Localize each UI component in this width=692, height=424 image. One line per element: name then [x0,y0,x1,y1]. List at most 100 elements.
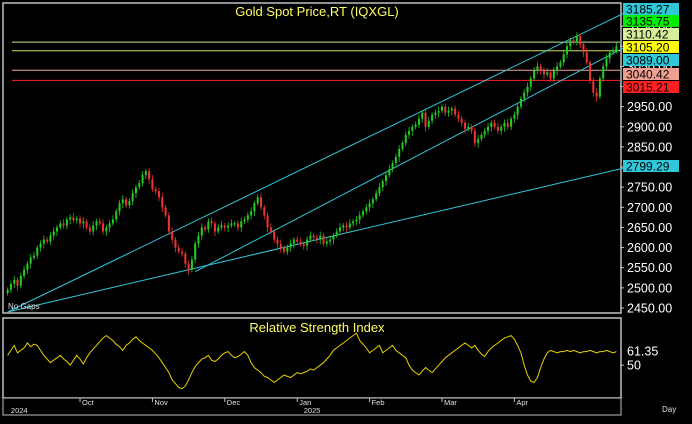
candle-body-162 [539,66,542,71]
candle-body-149 [496,126,499,131]
candle-body-39 [134,187,137,194]
price-tag-box-1 [623,15,679,27]
candle-body-131 [437,110,440,113]
candle-body-102 [342,225,345,228]
month-label-6: Apr [516,398,528,407]
chart-title: Gold Spot Price,RT (IQXGL) [235,4,399,19]
candle-body-165 [549,72,552,79]
rsi-tick-label-0: 50 [627,359,641,373]
candle-body-55 [187,263,190,270]
candle-body-169 [562,54,565,63]
candle-body-68 [230,223,233,226]
candle-body-23 [82,221,85,224]
price-tag-label-1: 3135.75 [626,15,670,29]
price-tick-label-1: 2500.00 [627,281,672,295]
candle-body-181 [602,66,605,79]
price-tick-label-9: 2900.00 [627,120,672,134]
candle-body-77 [259,197,263,208]
candle-body-176 [585,52,588,63]
candle-body-108 [361,211,365,216]
candle-body-105 [352,221,355,224]
candle-body-78 [263,207,266,216]
candle-body-52 [177,247,180,252]
candle-body-152 [506,122,509,127]
candle-body-146 [487,126,490,131]
price-tag-box-3 [623,41,679,53]
candle-body-22 [79,218,82,224]
candle-body-107 [358,215,361,220]
candle-body-109 [365,207,368,212]
candle-body-15 [55,227,59,232]
candle-body-138 [460,118,463,123]
price-tag-label-4: 3089.00 [626,54,670,68]
candle-body-8 [32,255,35,258]
candle-body-143 [477,138,480,143]
candle-body-127 [424,112,427,127]
candle-body-49 [167,215,170,232]
candle-body-88 [296,239,299,242]
rsi-last-box [623,345,657,358]
candle-body-180 [598,78,601,97]
candle-body-27 [95,221,98,226]
candle-body-94 [315,237,318,240]
month-label-5: Mar [444,398,457,407]
candle-body-86 [289,243,292,248]
candle-body-41 [141,175,144,184]
candle-body-134 [447,110,450,113]
candle-body-26 [92,225,95,232]
candle-body-9 [36,247,39,256]
price-tick-label-4: 2650.00 [627,221,672,235]
candle-body-72 [243,219,246,222]
candlesticks [6,32,618,296]
candle-body-135 [450,108,453,111]
candle-body-125 [417,118,420,125]
month-label-3: Jan [299,398,311,407]
price-tag-box-2 [623,28,679,40]
candle-body-84 [283,247,286,252]
candle-body-73 [246,215,249,220]
candle-body-95 [319,235,322,240]
price-tag-label-3: 3105.20 [626,41,670,55]
candle-body-5 [23,269,26,276]
candle-body-13 [49,235,52,242]
candle-body-42 [144,171,147,176]
candle-body-33 [115,211,118,220]
candle-body-46 [157,191,161,198]
candle-body-114 [381,181,384,188]
date-axis: Oct Nov Dec Jan Feb Mar Apr 2024 2025 [11,398,529,415]
candle-body-17 [62,223,65,226]
candle-body-18 [65,219,68,226]
price-tag-box-4 [623,54,679,66]
candle-body-85 [286,247,289,252]
rsi-line [7,332,617,390]
price-tick-label-2: 2550.00 [627,261,672,275]
candle-body-7 [29,257,32,264]
candle-body-28 [98,221,101,224]
horizontal-levels [12,41,620,81]
candle-body-142 [473,130,476,143]
candle-body-112 [375,193,378,200]
candle-body-124 [414,124,417,127]
candle-body-60 [204,227,207,230]
candle-body-164 [546,72,549,75]
candle-body-158 [526,86,529,93]
candle-body-57 [194,243,197,260]
candle-body-156 [519,98,522,107]
candle-body-83 [279,243,282,248]
candle-body-58 [197,235,200,244]
candle-body-21 [75,218,78,221]
candle-body-130 [434,112,437,115]
candle-body-66 [223,225,226,228]
year-label-1: 2025 [304,406,321,415]
price-tick-label-8: 2850.00 [627,140,672,154]
candle-body-31 [108,223,111,228]
month-label-1: Nov [154,398,168,407]
rsi-title: Relative Strength Index [249,320,385,335]
x-unit-label: Day [662,405,676,414]
candle-body-30 [105,227,108,232]
candle-body-116 [388,169,391,176]
candle-body-113 [378,187,381,194]
date-axis-strip [2,397,622,416]
